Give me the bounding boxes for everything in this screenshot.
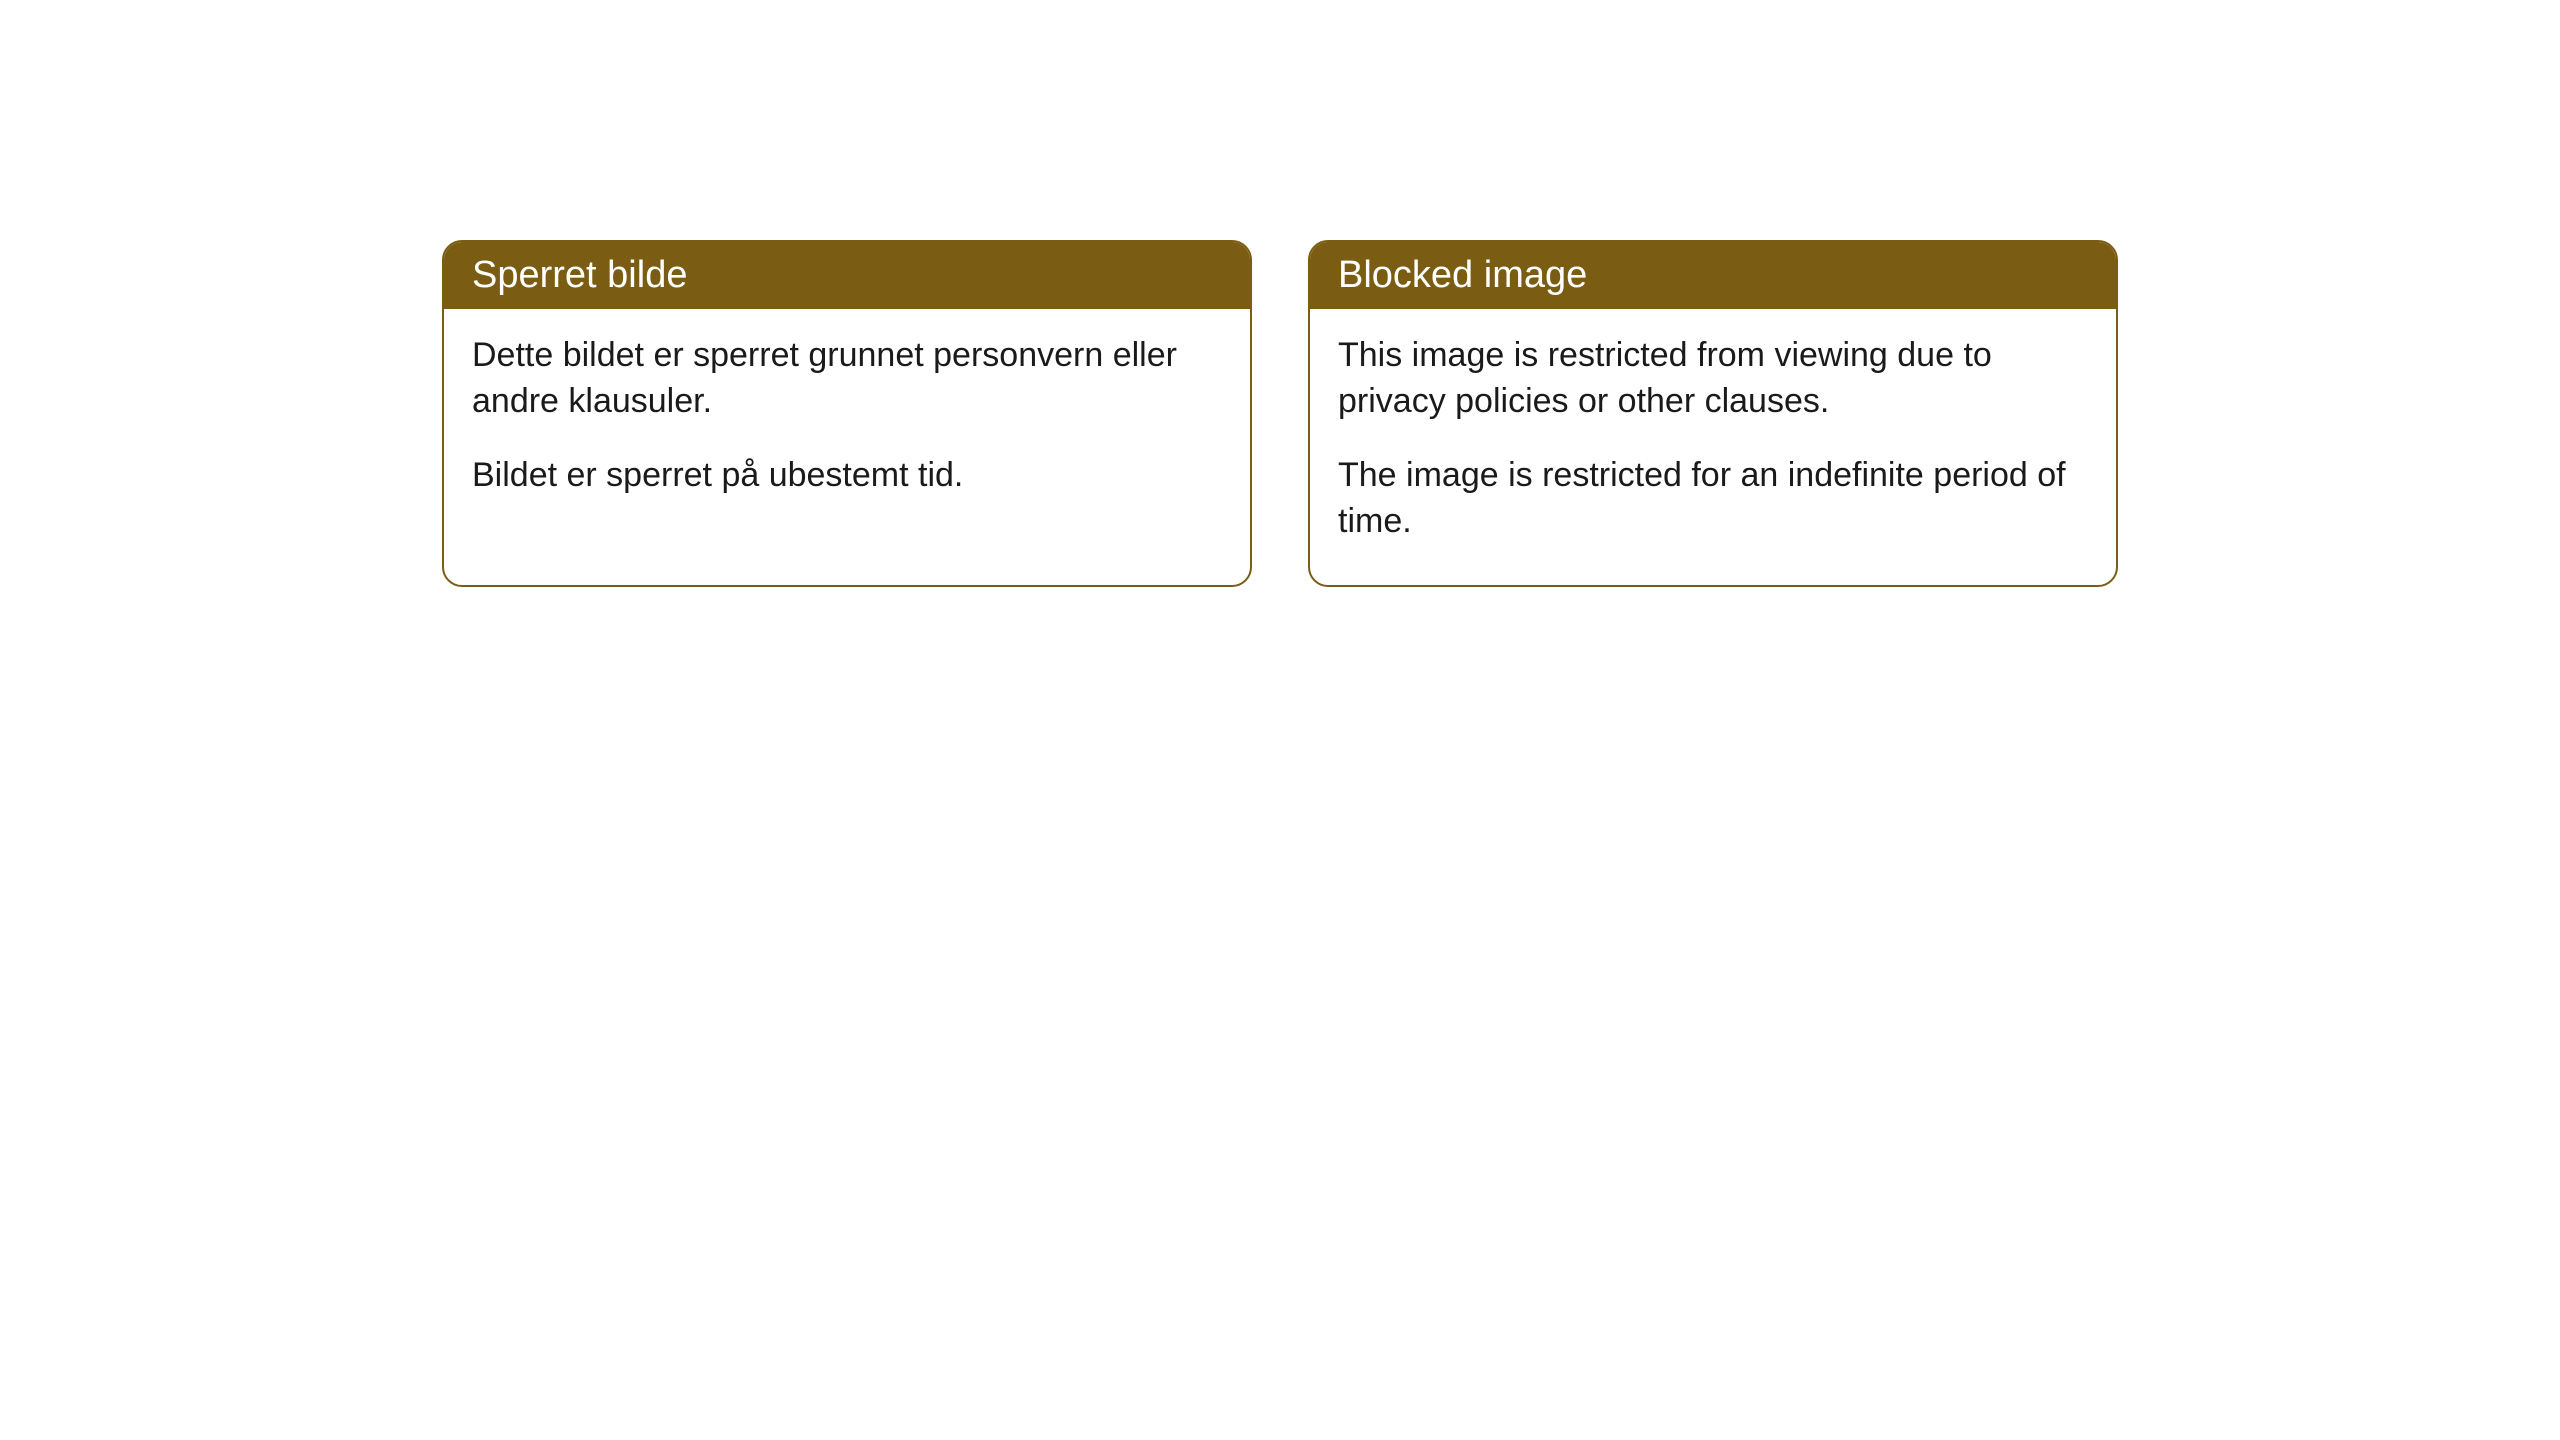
card-paragraph: Bildet er sperret på ubestemt tid. [472, 453, 1222, 499]
card-title: Sperret bilde [472, 254, 687, 296]
card-paragraph: Dette bildet er sperret grunnet personve… [472, 333, 1222, 425]
card-body: This image is restricted from viewing du… [1310, 309, 2116, 585]
cards-container: Sperret bilde Dette bildet er sperret gr… [0, 240, 2560, 587]
card-english: Blocked image This image is restricted f… [1308, 240, 2118, 587]
card-header: Sperret bilde [444, 242, 1250, 309]
card-header: Blocked image [1310, 242, 2116, 309]
card-paragraph: This image is restricted from viewing du… [1338, 333, 2088, 425]
card-title: Blocked image [1338, 254, 1587, 296]
card-body: Dette bildet er sperret grunnet personve… [444, 309, 1250, 539]
card-paragraph: The image is restricted for an indefinit… [1338, 453, 2088, 545]
card-norwegian: Sperret bilde Dette bildet er sperret gr… [442, 240, 1252, 587]
